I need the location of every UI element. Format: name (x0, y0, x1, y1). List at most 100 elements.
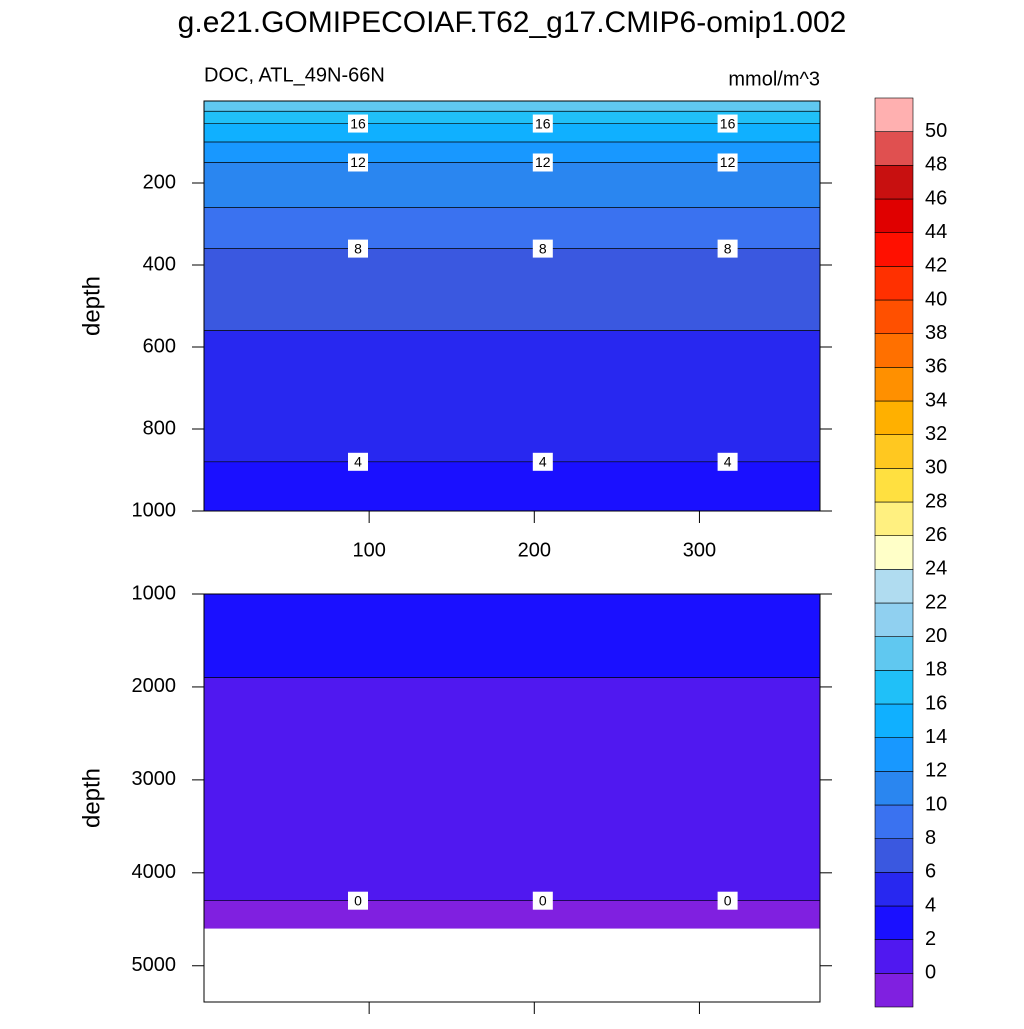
colorbar-label: 48 (925, 154, 947, 176)
y-tick-label: 3000 (132, 768, 177, 790)
colorbar-label: 30 (925, 457, 947, 479)
colorbar-box (874, 872, 914, 907)
colorbar-label: 36 (925, 356, 947, 378)
y-tick-label: 400 (143, 253, 176, 275)
colorbar-box (874, 333, 914, 368)
contour-label: 8 (354, 240, 362, 256)
contour-label-bg (717, 239, 738, 258)
contour-band (204, 900, 820, 929)
plot-frame (203, 593, 821, 1003)
colorbar-label: 40 (925, 288, 947, 310)
contour-label-bg (532, 114, 553, 133)
x-tick-label: 300 (683, 539, 716, 561)
contour-band (204, 248, 820, 331)
contour-band (204, 330, 820, 462)
colorbar-label: 24 (925, 558, 947, 580)
colorbar-box (874, 636, 914, 671)
colorbar-label: 6 (925, 861, 936, 883)
contour-label-bg (532, 452, 553, 471)
colorbar-box (874, 535, 914, 570)
y-tick-label: 1000 (132, 499, 177, 521)
colorbar-label: 32 (925, 423, 947, 445)
colorbar-box (874, 299, 914, 334)
contour-label: 4 (539, 454, 547, 470)
colorbar-label: 50 (925, 120, 947, 142)
colorbar-box (874, 771, 914, 806)
contour-band (204, 162, 820, 208)
contour-label-bg (717, 114, 738, 133)
contour-band (204, 677, 820, 901)
colorbar-label: 4 (925, 894, 936, 916)
colorbar-label: 2 (925, 928, 936, 950)
contour-label-bg (532, 239, 553, 258)
colorbar-label: 22 (925, 591, 947, 613)
contour-label-bg (348, 891, 368, 910)
y-tick-label: 800 (143, 417, 176, 439)
colorbar-label: 0 (925, 962, 936, 984)
plot-frame (203, 100, 821, 512)
colorbar-label: 38 (925, 322, 947, 344)
y-tick-label: 200 (143, 171, 176, 193)
y-tick-label: 4000 (132, 861, 177, 883)
colorbar-box (874, 165, 914, 200)
colorbar-box (874, 97, 914, 132)
colorbar-box (874, 973, 914, 1008)
contour-label: 0 (724, 892, 732, 908)
contour-label-bg (532, 891, 553, 910)
contour-label: 4 (724, 454, 732, 470)
colorbar-box (874, 434, 914, 469)
x-tick-label: 100 (352, 539, 385, 561)
colorbar-box (874, 905, 914, 940)
colorbar-label: 34 (925, 389, 947, 411)
colorbar-label: 10 (925, 793, 947, 815)
contour-label: 12 (720, 154, 736, 170)
y-tick-label: 1000 (132, 582, 177, 604)
colorbar-box (874, 670, 914, 705)
colorbar-box (874, 804, 914, 839)
colorbar-box (874, 703, 914, 738)
contour-label-bg (717, 452, 738, 471)
contour-band (204, 461, 820, 511)
colorbar-box (874, 468, 914, 503)
y-tick-label: 600 (143, 335, 176, 357)
y-tick-label: 2000 (132, 675, 177, 697)
subtitle-left: DOC, ATL_49N-66N (204, 64, 385, 86)
colorbar-box (874, 501, 914, 536)
contour-label-bg (717, 153, 738, 172)
colorbar-label: 18 (925, 659, 947, 681)
contour-band (204, 594, 820, 678)
contour-band (204, 207, 820, 249)
colorbar-box (874, 569, 914, 604)
colorbar-label: 46 (925, 187, 947, 209)
chart-title: g.e21.GOMIPECOIAF.T62_g17.CMIP6-omip1.00… (178, 6, 847, 39)
contour-band (204, 101, 820, 112)
colorbar-box (874, 367, 914, 402)
subtitle-right: mmol/m^3 (728, 68, 820, 90)
colorbar-box (874, 939, 914, 974)
contour-label: 16 (535, 115, 551, 131)
colorbar-box (874, 737, 914, 772)
colorbar-box (874, 198, 914, 233)
colorbar-label: 26 (925, 524, 947, 546)
colorbar-label: 20 (925, 625, 947, 647)
x-tick-label: 200 (518, 539, 551, 561)
colorbar-box (874, 838, 914, 873)
contour-label-bg (717, 891, 738, 910)
contour-label-bg (348, 452, 368, 471)
colorbar-box (874, 602, 914, 637)
contour-label: 0 (539, 892, 547, 908)
contour-label: 16 (350, 115, 366, 131)
contour-label: 16 (720, 115, 736, 131)
contour-label-bg (532, 153, 553, 172)
contour-label: 8 (539, 240, 547, 256)
colorbar-label: 42 (925, 255, 947, 277)
contour-label-bg (348, 114, 368, 133)
contour-label: 0 (354, 892, 362, 908)
contour-label-bg (348, 239, 368, 258)
y-axis-label: depth (78, 768, 105, 828)
contour-label: 8 (724, 240, 732, 256)
contour-label: 12 (535, 154, 551, 170)
colorbar-label: 28 (925, 490, 947, 512)
contour-label-bg (348, 153, 368, 172)
